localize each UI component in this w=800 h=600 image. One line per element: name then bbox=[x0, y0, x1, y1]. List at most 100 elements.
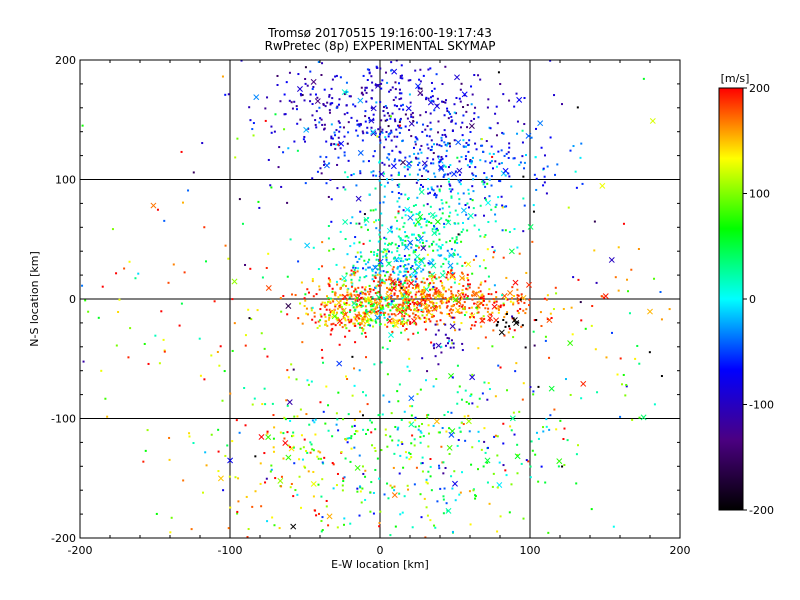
data-point bbox=[482, 315, 485, 318]
data-point bbox=[372, 325, 375, 328]
data-point bbox=[361, 329, 364, 332]
data-point bbox=[386, 325, 389, 328]
data-point bbox=[435, 227, 438, 230]
data-point bbox=[532, 393, 535, 396]
data-point bbox=[272, 450, 275, 453]
data-point bbox=[423, 231, 426, 234]
data-point bbox=[406, 267, 409, 270]
data-point bbox=[383, 281, 386, 284]
data-point bbox=[514, 370, 517, 373]
data-point bbox=[555, 428, 558, 431]
data-point bbox=[446, 109, 449, 112]
data-point bbox=[352, 322, 355, 325]
x-tick-label: -200 bbox=[68, 544, 93, 557]
data-point bbox=[445, 430, 448, 433]
data-point bbox=[438, 144, 441, 147]
data-point bbox=[444, 466, 447, 469]
data-point bbox=[379, 67, 382, 70]
data-point bbox=[299, 408, 302, 411]
data-point bbox=[359, 210, 362, 213]
data-point bbox=[522, 309, 525, 312]
data-point bbox=[441, 100, 444, 103]
data-point bbox=[434, 296, 437, 299]
data-point bbox=[380, 82, 383, 85]
data-point bbox=[374, 320, 377, 323]
data-point bbox=[441, 243, 444, 246]
data-point bbox=[377, 290, 380, 293]
data-point bbox=[480, 448, 483, 451]
data-point bbox=[384, 311, 387, 314]
data-point bbox=[347, 121, 350, 124]
data-point bbox=[464, 145, 467, 148]
data-point bbox=[415, 137, 418, 140]
data-point bbox=[405, 328, 408, 331]
data-point bbox=[277, 166, 280, 169]
data-point bbox=[381, 306, 384, 309]
data-point bbox=[276, 84, 279, 87]
data-point bbox=[521, 129, 524, 132]
data-point bbox=[429, 67, 432, 70]
data-point bbox=[389, 115, 392, 118]
data-point bbox=[378, 159, 381, 162]
data-point bbox=[488, 313, 491, 316]
data-point bbox=[354, 297, 357, 300]
data-point bbox=[320, 530, 323, 533]
data-point bbox=[396, 247, 399, 250]
data-point bbox=[266, 432, 269, 435]
data-point bbox=[445, 149, 448, 152]
data-point bbox=[419, 80, 422, 83]
data-point bbox=[315, 293, 318, 296]
data-point bbox=[372, 209, 375, 212]
data-point bbox=[492, 152, 495, 155]
data-point bbox=[354, 300, 357, 303]
data-point bbox=[353, 432, 356, 435]
data-point bbox=[352, 264, 355, 267]
data-point bbox=[427, 284, 430, 287]
data-point bbox=[407, 295, 410, 298]
data-point bbox=[400, 286, 403, 289]
data-point bbox=[404, 292, 407, 295]
data-point bbox=[266, 520, 269, 523]
data-point bbox=[502, 422, 505, 425]
data-point bbox=[442, 472, 445, 475]
data-point bbox=[370, 311, 373, 314]
data-point bbox=[390, 174, 393, 177]
data-point bbox=[426, 297, 429, 300]
data-point bbox=[467, 150, 470, 153]
data-point bbox=[478, 397, 481, 400]
data-point bbox=[388, 276, 391, 279]
data-point bbox=[352, 266, 355, 269]
data-point bbox=[316, 455, 319, 458]
data-point bbox=[397, 265, 400, 268]
data-point bbox=[434, 323, 437, 326]
data-point bbox=[464, 389, 467, 392]
data-point bbox=[343, 476, 346, 479]
data-point bbox=[398, 383, 401, 386]
data-point bbox=[501, 206, 504, 209]
data-point bbox=[465, 401, 468, 404]
data-point-x bbox=[386, 227, 393, 234]
data-point bbox=[420, 87, 423, 90]
data-point bbox=[349, 222, 352, 225]
data-point bbox=[385, 271, 388, 274]
data-point bbox=[249, 119, 252, 122]
data-point-x bbox=[498, 329, 505, 336]
data-point bbox=[457, 289, 460, 292]
data-point bbox=[311, 306, 314, 309]
data-point bbox=[596, 391, 599, 394]
data-point bbox=[460, 230, 463, 233]
data-point bbox=[358, 294, 361, 297]
data-point bbox=[494, 220, 497, 223]
data-point bbox=[421, 456, 424, 459]
data-point bbox=[435, 214, 438, 217]
data-point bbox=[395, 145, 398, 148]
data-point bbox=[398, 126, 401, 129]
data-point bbox=[384, 274, 387, 277]
data-point-x bbox=[448, 252, 455, 258]
data-point bbox=[425, 299, 428, 302]
data-point bbox=[540, 146, 543, 149]
data-point bbox=[339, 76, 342, 79]
data-point bbox=[401, 442, 404, 445]
data-point bbox=[289, 238, 292, 241]
data-point bbox=[412, 146, 415, 149]
